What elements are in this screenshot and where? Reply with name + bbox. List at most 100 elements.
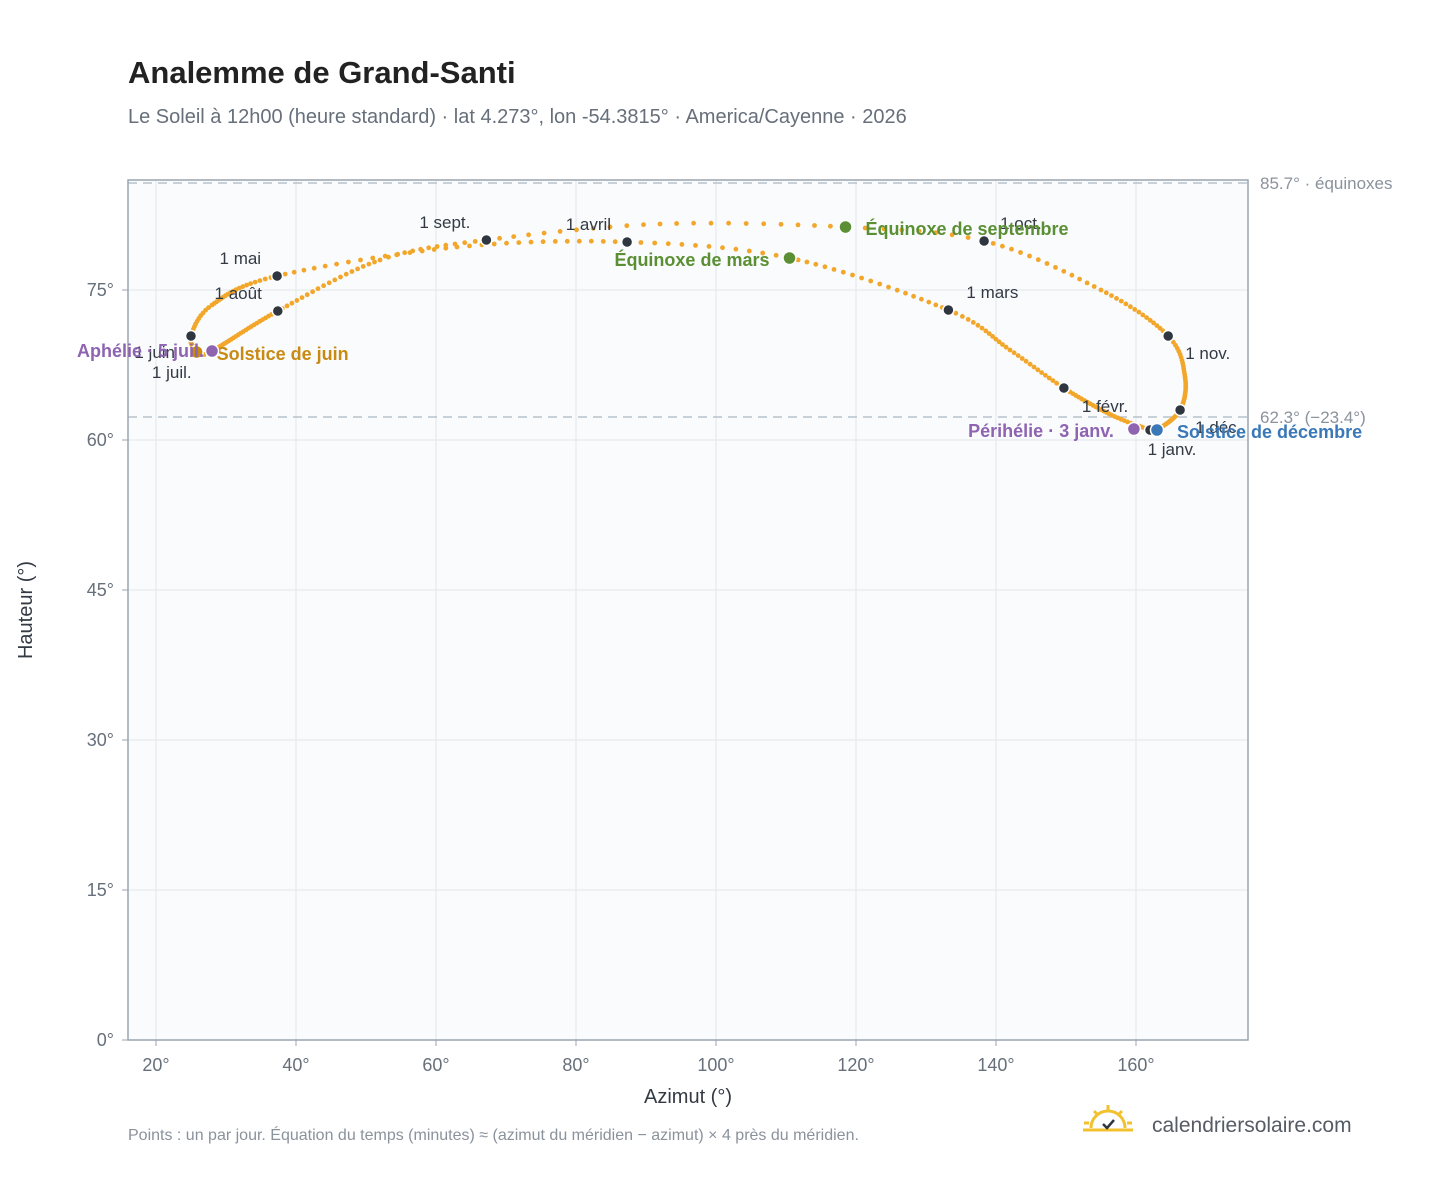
- daily-point: [360, 264, 366, 269]
- daily-point: [1144, 315, 1149, 320]
- daily-point: [418, 246, 423, 252]
- daily-point: [804, 259, 810, 265]
- chart-title: Analemme de Grand-Santi: [128, 55, 516, 90]
- daily-point: [294, 298, 300, 303]
- daily-point: [491, 241, 497, 247]
- x-tick-label: 120°: [837, 1055, 874, 1075]
- daily-point: [334, 261, 339, 267]
- daily-point: [377, 257, 383, 263]
- month-marker-dot: [1161, 329, 1175, 343]
- daily-point: [746, 248, 752, 254]
- daily-point: [665, 241, 671, 247]
- daily-point: [1123, 301, 1129, 307]
- daily-point: [949, 232, 955, 238]
- event-marker-dot: [189, 344, 204, 360]
- y-tick-label: 15°: [87, 880, 114, 900]
- daily-point: [1053, 265, 1058, 270]
- event-marker-label: Périhélie · 3 janv.: [968, 421, 1114, 441]
- reference-lines: 85.7° · équinoxes 62.3° (−23.4°): [128, 174, 1393, 427]
- daily-point: [1003, 344, 1009, 350]
- daily-point: [979, 325, 985, 331]
- daily-point: [612, 239, 618, 245]
- daily-point: [315, 286, 321, 292]
- daily-point: [868, 278, 874, 284]
- daily-point: [795, 222, 801, 228]
- daily-point: [564, 238, 570, 244]
- daily-point: [1009, 246, 1014, 252]
- month-marker-dot: [184, 329, 198, 343]
- y-tick-label: 30°: [87, 730, 114, 750]
- event-marker-label: Équinoxe de mars: [614, 249, 769, 270]
- plot-area: [128, 180, 1248, 1040]
- daily-point: [257, 278, 263, 283]
- daily-point: [1054, 380, 1059, 386]
- daily-point: [1031, 364, 1037, 370]
- daily-point: [338, 274, 343, 280]
- month-marker-dot: [1057, 381, 1071, 395]
- daily-point: [248, 281, 254, 286]
- daily-point: [252, 279, 258, 285]
- month-marker-dot: [620, 235, 634, 249]
- x-tick-label: 160°: [1117, 1055, 1154, 1075]
- plot-frame: [127, 179, 1249, 1041]
- month-marker-dot: [977, 234, 991, 248]
- daily-points: [188, 220, 1189, 434]
- daily-point: [355, 266, 360, 272]
- x-tick-label: 140°: [977, 1055, 1014, 1075]
- daily-point: [588, 238, 594, 244]
- y-axis-ticks: 0° 15° 30° 45° 60° 75°: [87, 280, 128, 1050]
- daily-point: [1000, 243, 1005, 249]
- daily-point: [511, 234, 517, 240]
- daily-point: [304, 292, 310, 298]
- daily-point: [541, 230, 547, 236]
- daily-point: [1061, 268, 1067, 274]
- daily-point: [743, 221, 749, 226]
- event-marker-label: Équinoxe de septembre: [866, 218, 1069, 239]
- month-marker-dot: [271, 304, 285, 318]
- daily-point: [516, 240, 522, 246]
- daily-point: [349, 269, 355, 274]
- footer-note: Points : un par jour. Équation du temps …: [128, 1125, 859, 1144]
- daily-point: [370, 255, 376, 261]
- daily-point: [552, 239, 558, 244]
- event-marker-label: Aphélie · 5 juil.: [77, 341, 204, 361]
- daily-point: [462, 240, 468, 246]
- daily-point: [899, 227, 905, 233]
- daily-point: [431, 247, 437, 252]
- daily-point: [850, 272, 855, 278]
- daily-point: [557, 229, 563, 234]
- daily-point: [886, 284, 891, 290]
- daily-point: [812, 223, 817, 228]
- daily-point: [472, 239, 478, 244]
- daily-point: [1132, 307, 1138, 312]
- daily-point: [1035, 257, 1041, 263]
- daily-point: [726, 220, 731, 226]
- daily-point: [733, 246, 739, 252]
- daily-point: [528, 239, 534, 245]
- daily-point: [760, 250, 766, 256]
- daily-point: [291, 269, 297, 275]
- daily-point: [452, 241, 458, 247]
- daily-point: [358, 257, 363, 263]
- daily-point: [831, 267, 837, 272]
- daily-point: [1050, 378, 1056, 383]
- daily-point: [720, 245, 725, 251]
- month-marker-label: 1 mars: [966, 283, 1018, 302]
- daily-point: [289, 300, 295, 306]
- month-marker-label: 1 janv.: [1148, 440, 1197, 459]
- month-marker-label: 1 mai: [220, 249, 262, 268]
- y-tick-label: 75°: [87, 280, 114, 300]
- daily-point: [1027, 361, 1033, 367]
- chart-subtitle: Le Soleil à 12h00 (heure standard) · lat…: [128, 106, 907, 128]
- daily-point: [706, 244, 712, 249]
- daily-point: [933, 230, 939, 236]
- daily-point: [426, 245, 432, 251]
- month-marker-label: 1 avril: [566, 215, 611, 234]
- daily-point: [301, 267, 307, 273]
- daily-point: [916, 228, 922, 234]
- daily-point: [773, 252, 779, 258]
- sun-logo-icon: [1083, 1105, 1133, 1132]
- daily-point: [497, 235, 502, 241]
- daily-point: [346, 259, 351, 265]
